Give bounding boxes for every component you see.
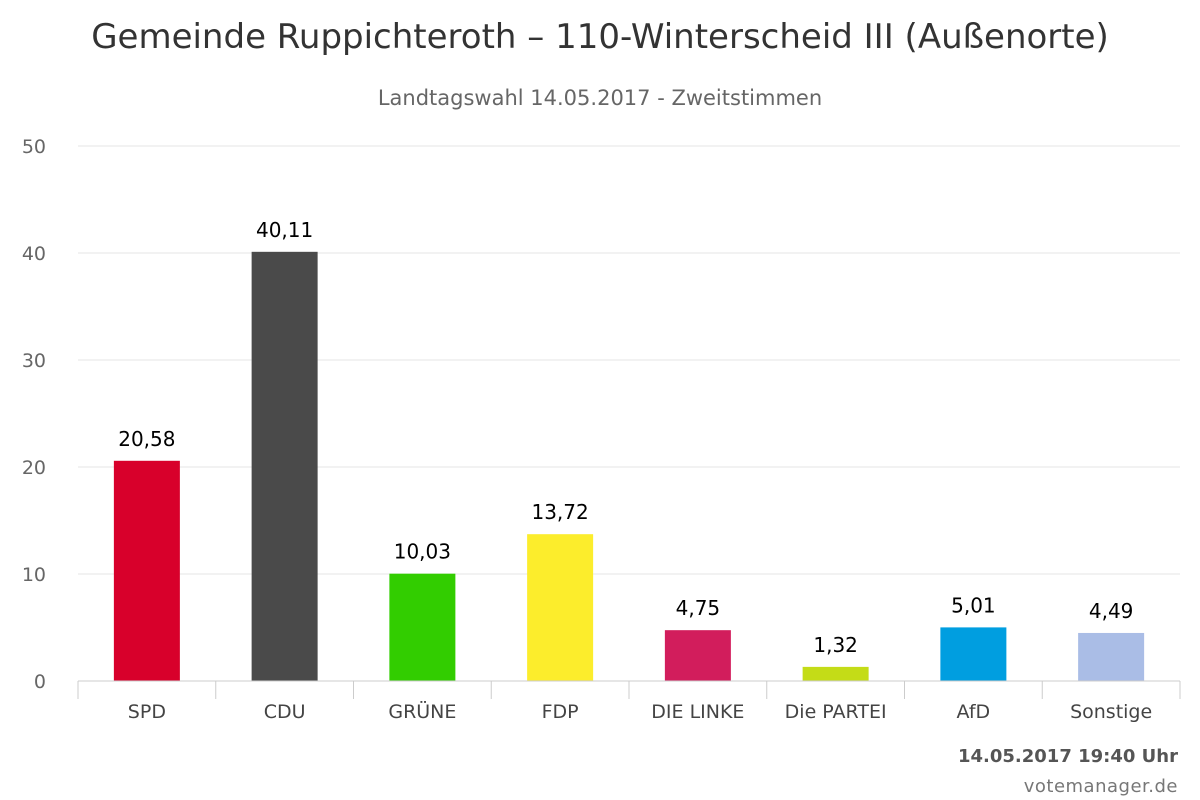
bar-sonstige[interactable] <box>1078 632 1145 681</box>
y-tick-label: 40 <box>22 243 46 265</box>
x-tick-label: Sonstige <box>1070 701 1152 723</box>
x-tick-label: CDU <box>264 701 306 723</box>
data-label: 1,32 <box>813 633 858 657</box>
x-tick-label: GRÜNE <box>388 700 456 723</box>
bar-die-partei[interactable] <box>802 666 869 681</box>
x-tick-label: Die PARTEI <box>785 701 887 723</box>
x-axis: SPD CDU GRÜNE FDP DIE LINKE Die PARTEI AfD Sons… <box>77 680 1181 723</box>
data-label: 20,58 <box>118 427 175 451</box>
y-tick-label: 50 <box>22 136 46 158</box>
chart-subtitle: Landtagswahl 14.05.2017 - Zweitstimmen <box>378 86 822 110</box>
y-axis: 0 10 20 30 40 50 <box>22 136 46 693</box>
bar-cdu[interactable] <box>251 251 318 681</box>
bar-fdp[interactable] <box>527 534 594 681</box>
timestamp: 14.05.2017 19:40 Uhr <box>957 746 1178 767</box>
data-label: 40,11 <box>256 218 313 242</box>
data-label: 4,75 <box>676 596 721 620</box>
bars: 20,58 40,11 10,03 13,72 4,75 1,32 5,01 4,49 <box>113 218 1145 681</box>
x-tick-label: FDP <box>542 701 579 723</box>
data-label: 10,03 <box>394 540 451 564</box>
y-tick-label: 20 <box>22 457 46 479</box>
x-tick-label: DIE LINKE <box>651 701 744 723</box>
grid-lines <box>78 145 1180 575</box>
x-tick-label: AfD <box>957 701 991 723</box>
bar-afd[interactable] <box>940 627 1007 681</box>
chart-title: Gemeinde Ruppichteroth – 110-Winterschei… <box>91 17 1109 57</box>
data-label: 5,01 <box>951 593 996 617</box>
bar-gr-ne[interactable] <box>389 573 456 681</box>
y-tick-label: 10 <box>22 564 46 586</box>
bar-die-linke[interactable] <box>664 630 731 681</box>
data-label: 4,49 <box>1089 599 1134 623</box>
y-tick-label: 30 <box>22 350 46 372</box>
bar-spd[interactable] <box>113 460 180 681</box>
credit-link[interactable]: votemanager.de <box>1023 776 1178 797</box>
data-label: 13,72 <box>531 500 588 524</box>
x-tick-label: SPD <box>128 701 166 723</box>
y-tick-label: 0 <box>34 671 46 693</box>
